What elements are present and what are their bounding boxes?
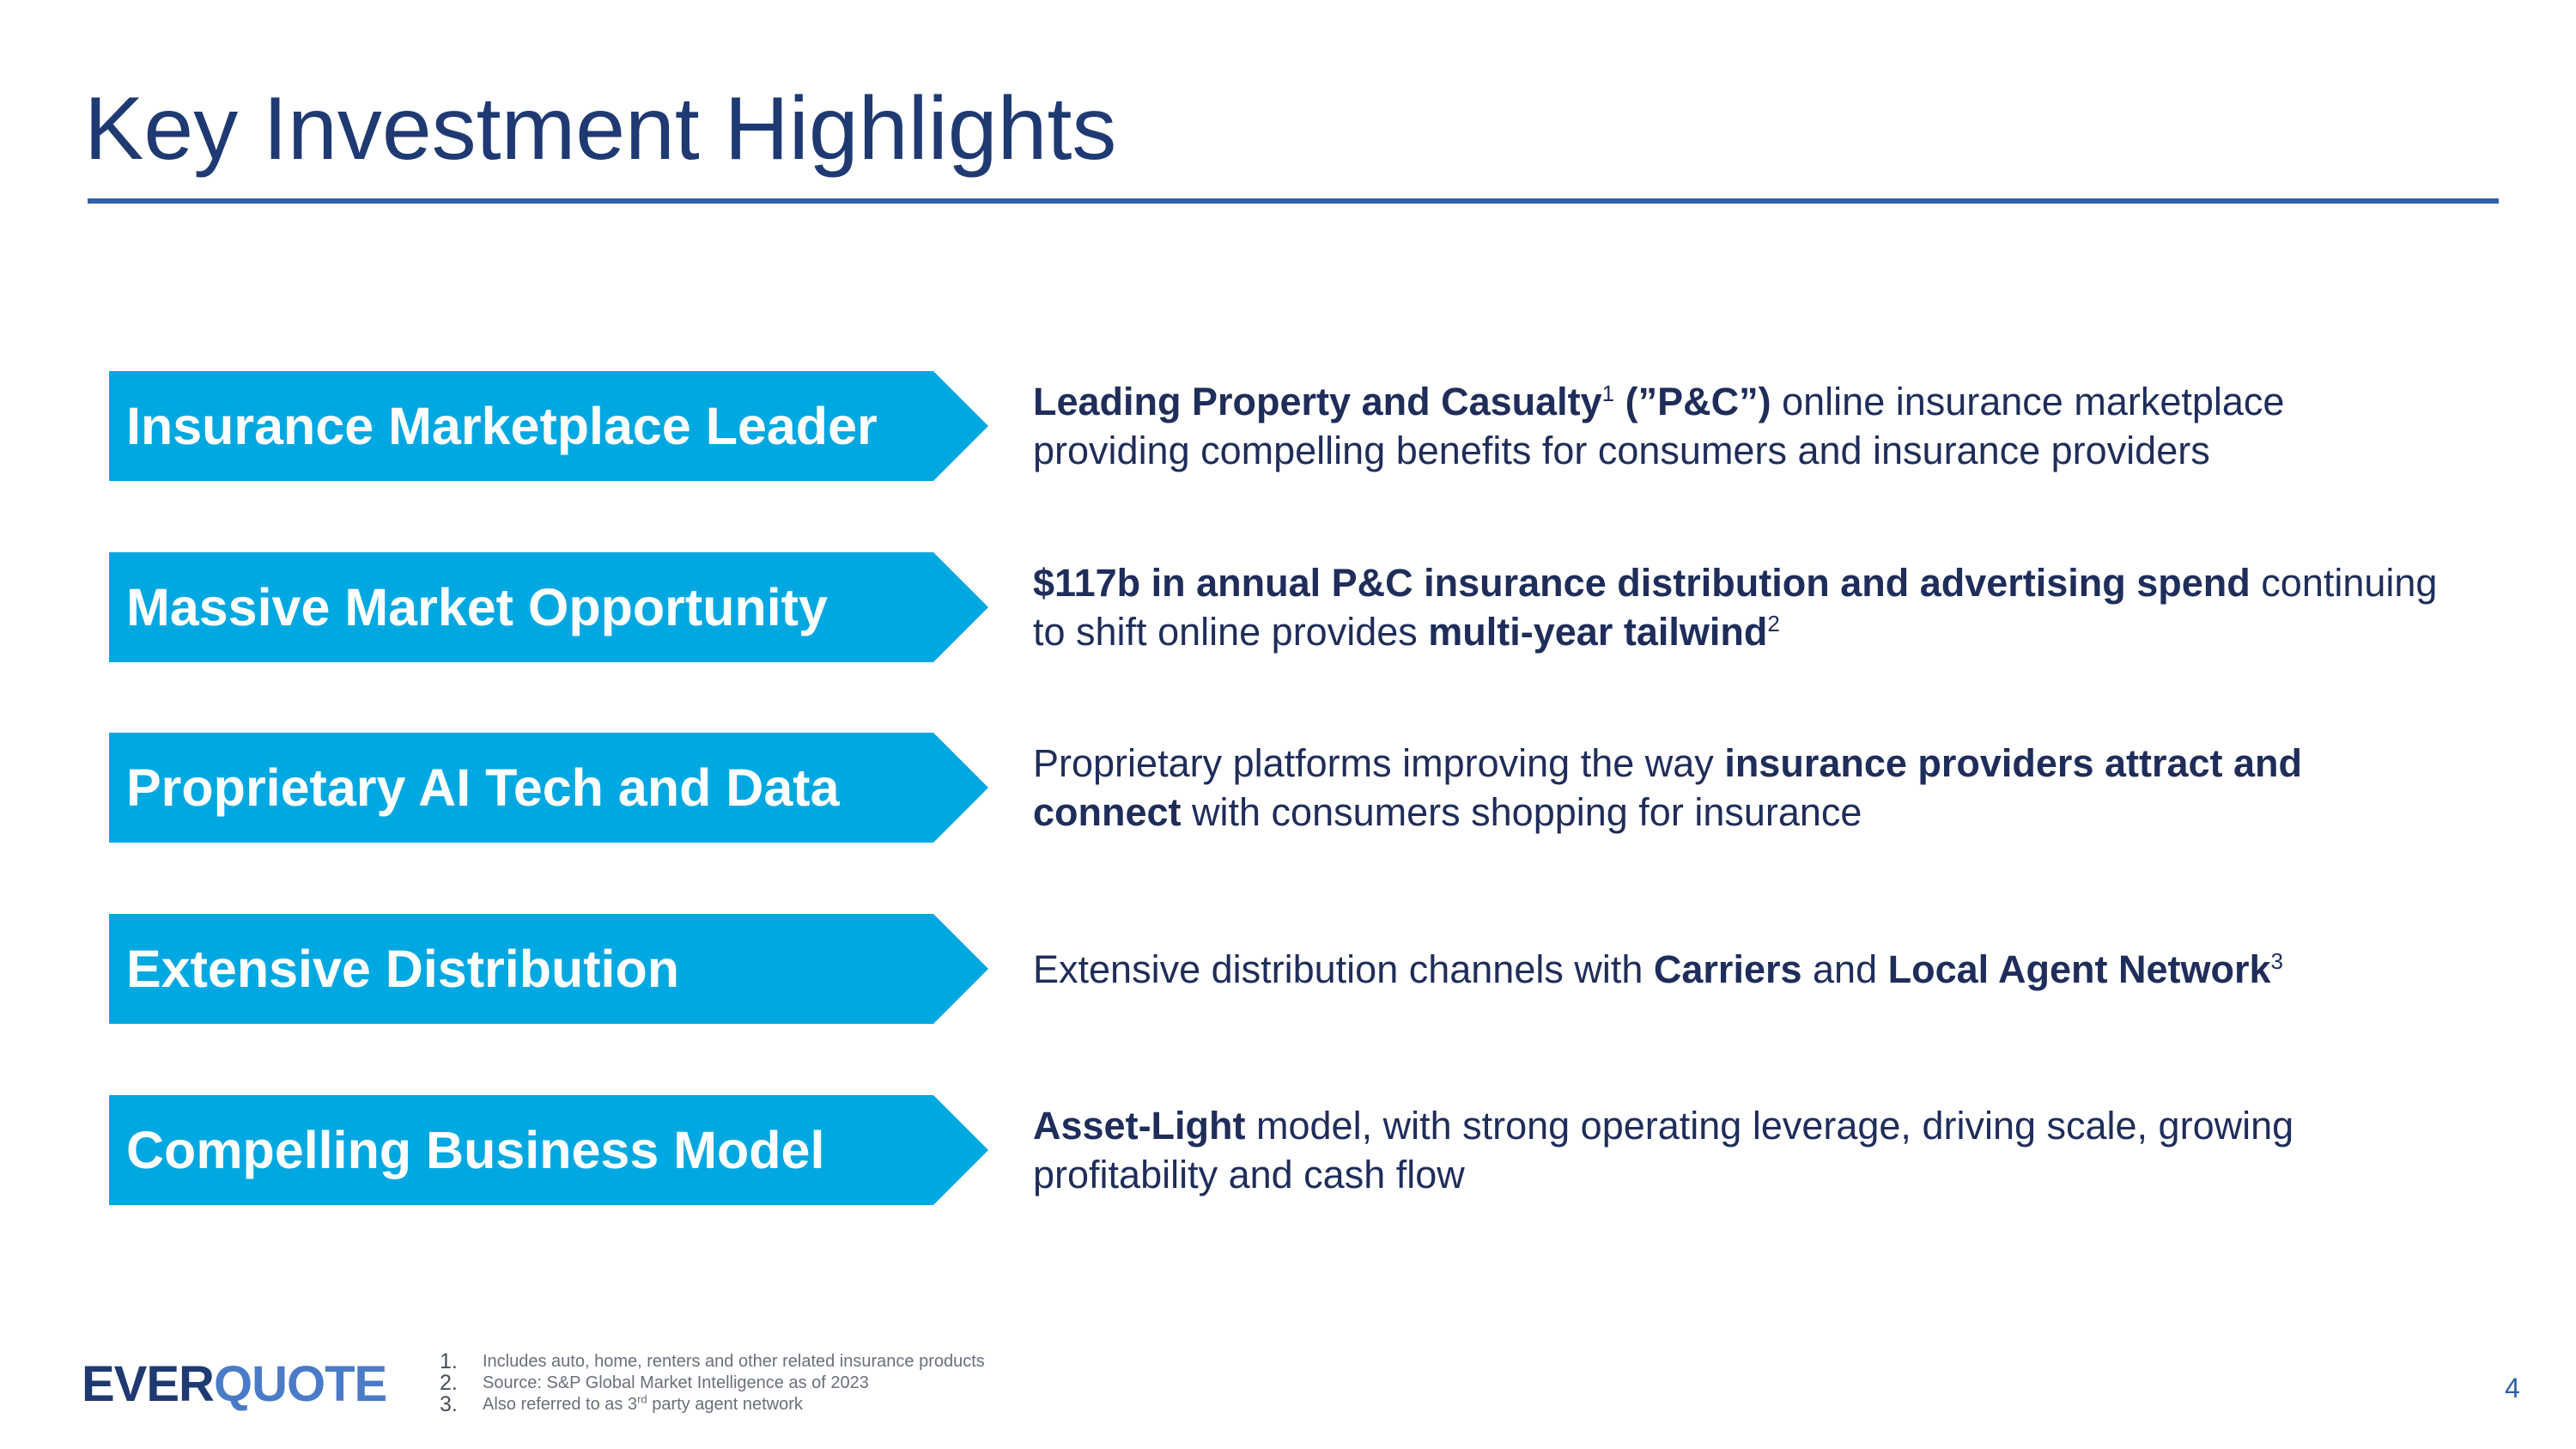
highlight-description: Proprietary platforms improving the way …	[1033, 733, 2510, 843]
footnote-item: 3. Also referred to as 3rd party agent ne…	[440, 1392, 985, 1416]
page-title: Key Investment Highlights	[84, 79, 1117, 179]
highlight-row-distribution: Extensive Distribution Extensive distrib…	[0, 914, 2576, 1024]
bold-text: (”P&C”)	[1614, 380, 1771, 423]
highlight-label: Extensive Distribution	[126, 940, 680, 998]
highlight-label: Compelling Business Model	[126, 1121, 825, 1179]
bold-text: multi-year tailwind	[1428, 610, 1768, 654]
plain-text: and	[1801, 947, 1888, 991]
bold-text: $117b in annual P&C insurance distributi…	[1033, 561, 2251, 605]
bold-text: insurance providers attract and	[1724, 741, 2303, 785]
highlight-row-business-model: Compelling Business Model Asset-Light mo…	[0, 1095, 2576, 1205]
footnote-item: 1. Includes auto, home, renters and other…	[440, 1351, 985, 1373]
description-line: Asset-Light model, with strong operating…	[1033, 1101, 2510, 1150]
description-line: Extensive distribution channels with Car…	[1033, 945, 2510, 994]
logo-text-dark: EVER	[82, 1356, 215, 1412]
description-line: Leading Property and Casualty1 (”P&C”) o…	[1033, 377, 2510, 426]
highlight-description: Extensive distribution channels with Car…	[1033, 914, 2510, 1024]
footnotes: 1. Includes auto, home, renters and other…	[440, 1351, 985, 1416]
everquote-logo: EVERQUOTE	[82, 1360, 387, 1409]
plain-text: continuing	[2250, 561, 2438, 605]
chevron-banner: Proprietary AI Tech and Data	[109, 733, 988, 843]
highlight-label: Insurance Marketplace Leader	[126, 397, 878, 455]
title-divider	[88, 198, 2499, 204]
highlight-description: $117b in annual P&C insurance distributi…	[1033, 552, 2510, 662]
plain-text: model, with strong operating leverage, d…	[1245, 1104, 2294, 1148]
highlight-description: Leading Property and Casualty1 (”P&C”) o…	[1033, 371, 2510, 481]
description-line: profitability and cash flow	[1033, 1153, 1465, 1196]
plain-text: with consumers shopping for insurance	[1181, 790, 1862, 834]
plain-text: online insurance marketplace	[1771, 380, 2285, 423]
highlight-description: Asset-Light model, with strong operating…	[1033, 1095, 2510, 1205]
description-line: $117b in annual P&C insurance distributi…	[1033, 558, 2510, 607]
footnote-number: 2.	[440, 1371, 458, 1395]
footnote-item: 2. Source: S&P Global Market Intelligence…	[440, 1373, 985, 1394]
footnote-text: Includes auto, home, renters and other r…	[483, 1352, 985, 1371]
footnote-ref: 2	[1767, 611, 1780, 636]
bold-text: Asset-Light	[1033, 1104, 1246, 1148]
footnote-ref: 3	[2270, 947, 2283, 974]
highlight-row-ai-tech: Proprietary AI Tech and Data Proprietary…	[0, 733, 2576, 843]
description-line: to shift online provides multi-year tail…	[1033, 607, 2510, 656]
logo-text-light: QUOTE	[213, 1356, 387, 1412]
chevron-banner: Massive Market Opportunity	[109, 552, 988, 662]
chevron-banner: Extensive Distribution	[109, 914, 988, 1024]
bold-text: Local Agent Network	[1887, 947, 2271, 991]
footnote-ref: 1	[1601, 381, 1615, 406]
chevron-banner: Compelling Business Model	[109, 1095, 988, 1205]
footnote-text: Also referred to as 3rd party agent netw…	[483, 1392, 803, 1414]
footnote-number: 1.	[440, 1349, 458, 1373]
footnote-text: Source: S&P Global Market Intelligence a…	[483, 1373, 869, 1392]
bold-text: Carriers	[1653, 947, 1802, 991]
highlight-label: Massive Market Opportunity	[126, 578, 828, 636]
bold-text: Leading Property and Casualty	[1033, 380, 1602, 423]
page-number: 4	[2505, 1373, 2520, 1403]
highlight-label: Proprietary AI Tech and Data	[126, 758, 840, 817]
highlight-row-market-opportunity: Massive Market Opportunity $117b in annu…	[0, 552, 2576, 662]
plain-text: Extensive distribution channels with	[1033, 947, 1654, 991]
chevron-banner: Insurance Marketplace Leader	[109, 371, 988, 481]
highlight-row-marketplace-leader: Insurance Marketplace Leader Leading Pro…	[0, 371, 2576, 481]
footnote-number: 3.	[440, 1392, 458, 1416]
plain-text: Proprietary platforms improving the way	[1033, 741, 1725, 785]
description-line: connect with consumers shopping for insu…	[1033, 788, 2510, 837]
description-line: providing compelling benefits for consum…	[1033, 429, 2210, 472]
plain-text: to shift online provides	[1033, 610, 1429, 654]
description-line: Proprietary platforms improving the way …	[1033, 739, 2510, 788]
bold-text: connect	[1033, 790, 1182, 834]
